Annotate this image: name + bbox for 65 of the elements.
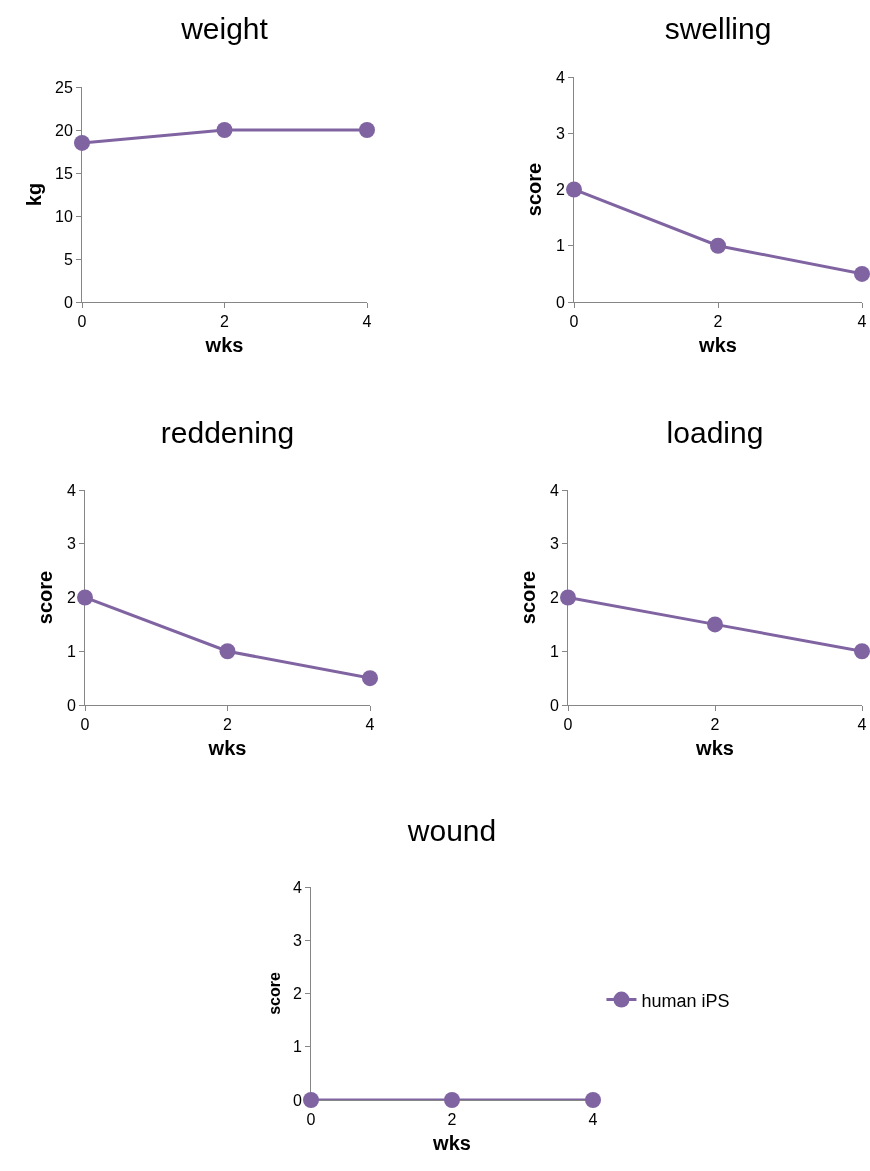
y-tick-label: 0 xyxy=(63,293,73,311)
x-tick-label: 2 xyxy=(713,313,723,331)
y-tick-label: 2 xyxy=(555,181,565,199)
point xyxy=(560,589,576,606)
y-tick-label: 4 xyxy=(555,68,565,86)
point xyxy=(566,181,582,198)
y-tick-label: 1 xyxy=(555,237,565,255)
y-tick-label: 4 xyxy=(66,481,76,499)
chart-title: swelling xyxy=(664,11,772,45)
x-tick-label: 0 xyxy=(306,1111,316,1129)
x-axis-title: wks xyxy=(698,333,737,356)
chart-title: weight xyxy=(180,11,269,45)
x-tick-label: 0 xyxy=(77,313,87,331)
x-axis-title: wks xyxy=(695,736,734,759)
x-axis-title: wks xyxy=(204,333,244,356)
x-tick-label: 2 xyxy=(223,716,233,734)
x-tick-label: 4 xyxy=(588,1111,598,1129)
y-axis-title: score xyxy=(523,162,546,217)
y-tick-label: 5 xyxy=(63,250,73,268)
x-axis-title: wks xyxy=(432,1131,471,1154)
y-tick-label: 3 xyxy=(549,535,559,553)
y-tick-label: 10 xyxy=(55,207,73,225)
y-tick-label: 3 xyxy=(555,124,565,142)
x-tick-label: 0 xyxy=(80,716,90,734)
x-axis-title: wks xyxy=(207,736,247,759)
y-tick-label: 20 xyxy=(55,121,73,139)
chart-title: loading xyxy=(666,415,764,449)
y-tick-label: 4 xyxy=(292,878,302,896)
x-tick-label: 4 xyxy=(857,716,867,734)
point xyxy=(854,265,870,282)
point xyxy=(707,616,723,633)
y-tick-label: 0 xyxy=(555,293,565,311)
x-tick-label: 0 xyxy=(569,313,579,331)
y-tick-label: 0 xyxy=(549,696,559,714)
y-tick-label: 15 xyxy=(55,164,73,182)
y-tick-label: 1 xyxy=(66,642,76,660)
point xyxy=(362,670,378,687)
legend-label: human iPS xyxy=(641,990,730,1011)
x-tick-label: 4 xyxy=(857,313,867,331)
point xyxy=(77,589,93,606)
y-tick-label: 1 xyxy=(549,642,559,660)
y-tick-label: 0 xyxy=(292,1091,302,1109)
chart-title: wound xyxy=(406,813,497,847)
x-tick-label: 2 xyxy=(447,1111,457,1129)
y-tick-label: 4 xyxy=(549,481,559,499)
x-tick-label: 2 xyxy=(710,716,720,734)
y-tick-label: 1 xyxy=(292,1038,302,1056)
point xyxy=(710,237,726,254)
y-tick-label: 2 xyxy=(549,589,559,607)
point xyxy=(219,643,236,660)
x-tick-label: 2 xyxy=(220,313,230,331)
y-tick-label: 0 xyxy=(66,696,76,714)
y-tick-label: 3 xyxy=(66,535,76,553)
y-axis-title: kg xyxy=(22,182,45,207)
y-tick-label: 2 xyxy=(292,985,302,1003)
point xyxy=(854,643,870,660)
x-tick-label: 4 xyxy=(362,313,372,331)
y-axis-title: score xyxy=(265,972,283,1015)
y-tick-label: 2 xyxy=(66,589,76,607)
x-tick-label: 4 xyxy=(365,716,375,734)
y-axis-title: score xyxy=(517,570,540,625)
y-tick-label: 25 xyxy=(55,78,73,96)
chart-title: reddening xyxy=(160,415,295,449)
y-axis-title: score xyxy=(34,570,57,625)
y-tick-label: 3 xyxy=(292,931,302,949)
